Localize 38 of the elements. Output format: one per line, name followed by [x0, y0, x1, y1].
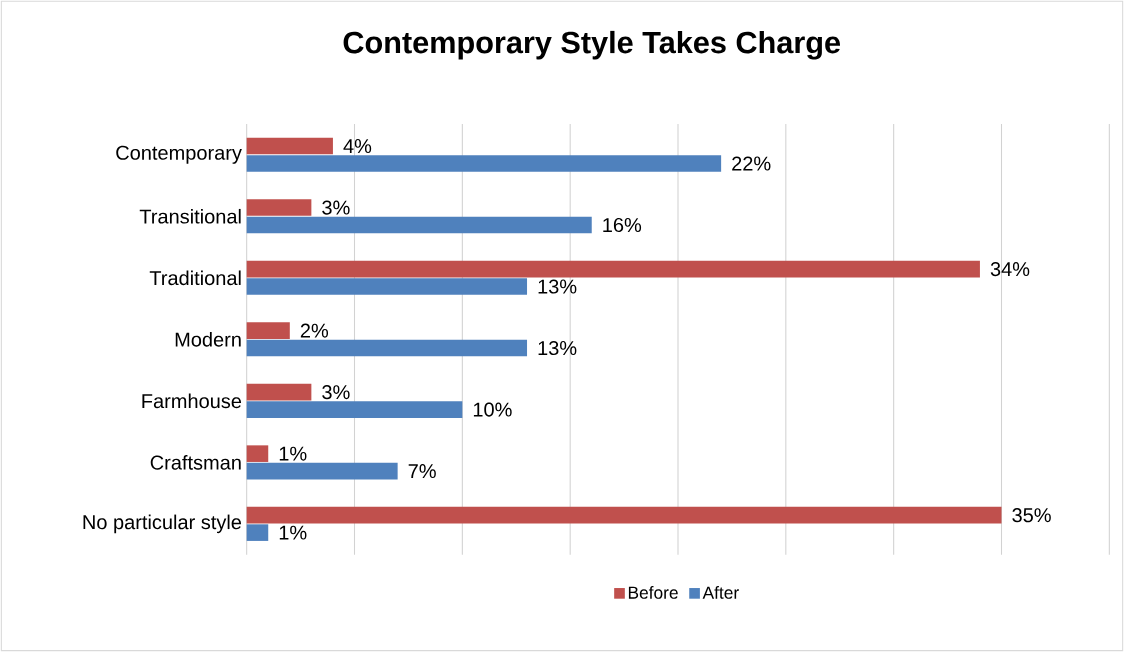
- bar: [246, 462, 398, 480]
- y-tick-label: Traditional: [149, 270, 241, 286]
- data-label: 22%: [732, 156, 771, 171]
- bar: [246, 506, 1002, 524]
- bar: [246, 278, 528, 295]
- data-label: 10%: [473, 402, 512, 417]
- legend-label: Before: [628, 586, 678, 599]
- data-label: 3%: [322, 200, 350, 215]
- data-label: 7%: [408, 464, 436, 479]
- bar: [246, 401, 463, 418]
- bar: [246, 339, 528, 357]
- data-label: 34%: [990, 262, 1030, 277]
- data-label: 13%: [538, 279, 577, 294]
- y-tick-label: Farmhouse: [142, 393, 242, 409]
- data-label: 35%: [1012, 508, 1051, 523]
- bar: [246, 260, 980, 278]
- data-label: 3%: [322, 385, 350, 400]
- data-label: 1%: [279, 525, 307, 540]
- bar: [246, 524, 269, 541]
- bar: [246, 137, 333, 155]
- legend-label: After: [702, 586, 739, 599]
- y-tick-label: Craftsman: [150, 455, 241, 470]
- bar: [246, 445, 269, 462]
- y-tick-label: Transitional: [139, 208, 241, 224]
- y-tick-label: No particular style: [83, 514, 242, 534]
- data-label: 4%: [343, 139, 372, 154]
- data-label: 1%: [279, 446, 307, 461]
- data-label: 2%: [300, 323, 329, 338]
- bar: [246, 322, 290, 339]
- bar: [246, 383, 312, 401]
- bar: [246, 155, 722, 172]
- bar: [246, 199, 312, 216]
- y-tick-label: Modern: [175, 331, 241, 347]
- data-label: 13%: [538, 340, 577, 356]
- y-tick-label: Contemporary: [116, 145, 242, 164]
- data-label: 16%: [603, 217, 642, 233]
- chart-title: Contemporary Style Takes Charge: [343, 30, 841, 60]
- bar: [246, 216, 592, 234]
